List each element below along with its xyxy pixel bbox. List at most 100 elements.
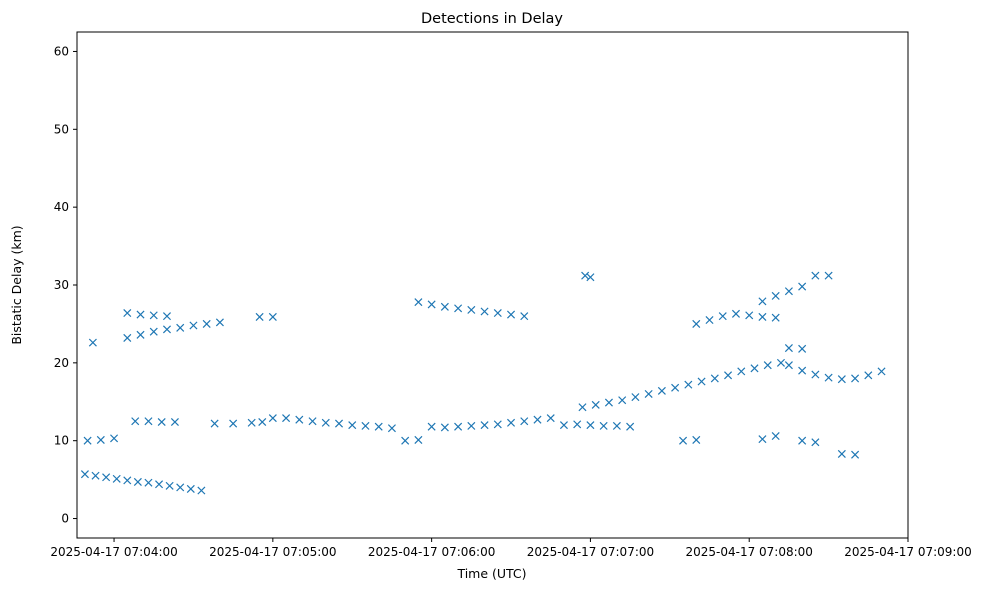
detection-point xyxy=(454,422,463,431)
data-points xyxy=(80,271,886,495)
detection-point xyxy=(197,486,206,495)
detection-point xyxy=(824,373,833,382)
detection-point xyxy=(308,417,317,426)
detection-point xyxy=(440,423,449,432)
detection-point xyxy=(258,417,267,427)
detection-point xyxy=(758,435,767,444)
y-tick-label: 20 xyxy=(54,356,69,370)
detection-point xyxy=(374,422,383,431)
y-tick-label: 30 xyxy=(54,278,69,292)
detection-point xyxy=(612,421,621,430)
detection-point xyxy=(877,367,886,376)
detection-point xyxy=(170,417,179,427)
detection-point xyxy=(268,414,277,423)
detection-point xyxy=(440,302,449,311)
x-tick-label: 2025-04-17 07:06:00 xyxy=(368,545,495,559)
detection-point xyxy=(618,396,627,405)
detection-point xyxy=(176,483,185,492)
detection-point xyxy=(133,477,142,486)
detection-point xyxy=(144,478,153,487)
detection-point xyxy=(798,344,807,353)
x-axis-label: Time (UTC) xyxy=(456,566,526,581)
detection-point xyxy=(157,417,166,427)
detection-point xyxy=(851,450,860,459)
detection-point xyxy=(123,333,132,342)
detection-point xyxy=(710,374,719,383)
detection-point xyxy=(533,415,542,424)
detection-point xyxy=(750,364,759,373)
detection-point xyxy=(155,480,164,489)
detection-point xyxy=(144,417,153,426)
detection-point xyxy=(96,435,105,444)
detection-point xyxy=(215,318,224,327)
x-tick-label: 2025-04-17 07:04:00 xyxy=(50,545,177,559)
detection-point xyxy=(255,312,264,321)
detection-point xyxy=(247,418,256,427)
detection-point xyxy=(361,421,370,430)
detection-point xyxy=(334,419,344,428)
detection-point xyxy=(684,380,693,389)
detection-point xyxy=(811,438,820,447)
detection-point xyxy=(186,484,195,493)
detection-point xyxy=(202,319,211,328)
detection-point xyxy=(80,470,89,479)
detection-point xyxy=(811,370,820,379)
detection-point xyxy=(467,305,476,314)
detection-point xyxy=(83,436,92,445)
detection-point xyxy=(149,311,158,320)
detection-point xyxy=(110,434,119,443)
detection-point xyxy=(136,310,145,319)
detection-point xyxy=(507,418,516,427)
detection-point xyxy=(321,418,330,427)
detection-point xyxy=(131,417,140,426)
detection-point xyxy=(493,309,502,318)
detection-point xyxy=(837,375,846,384)
detection-point xyxy=(657,386,666,395)
detection-point xyxy=(798,282,807,291)
y-tick-label: 40 xyxy=(54,200,69,214)
detection-point xyxy=(776,358,785,367)
detection-point xyxy=(427,300,436,309)
detection-point xyxy=(176,323,185,332)
detection-point xyxy=(763,361,772,370)
detection-point xyxy=(295,415,304,424)
x-tick-label: 2025-04-17 07:07:00 xyxy=(527,545,654,559)
detection-point xyxy=(210,419,219,428)
detection-point xyxy=(88,338,97,347)
detection-point xyxy=(573,420,582,429)
detection-point xyxy=(149,327,158,336)
x-axis: 2025-04-17 07:04:00 2025-04-17 07:05:00 20… xyxy=(50,538,972,559)
detection-point xyxy=(724,371,733,380)
detection-point xyxy=(123,309,132,318)
detection-point xyxy=(520,417,529,426)
y-tick-label: 0 xyxy=(61,512,69,526)
y-tick-label: 50 xyxy=(54,122,69,136)
detection-point xyxy=(599,421,608,430)
detection-point xyxy=(705,316,714,325)
detection-point xyxy=(718,312,727,321)
x-tick-label: 2025-04-17 07:05:00 xyxy=(209,545,336,559)
detection-point xyxy=(586,421,595,430)
detection-point xyxy=(692,319,701,328)
detection-point xyxy=(798,436,807,445)
detection-point xyxy=(692,435,701,444)
detection-point xyxy=(784,344,793,353)
detection-point xyxy=(123,476,132,485)
detection-point xyxy=(784,361,793,370)
detection-point xyxy=(480,421,489,430)
detection-point xyxy=(136,330,145,339)
detection-point xyxy=(771,291,780,300)
detection-point xyxy=(91,471,100,480)
detection-point xyxy=(348,421,357,430)
detection-point xyxy=(189,321,198,330)
detection-point xyxy=(507,310,516,319)
detection-point xyxy=(731,309,741,318)
detection-point xyxy=(811,271,820,280)
detection-point xyxy=(737,367,746,376)
detection-point xyxy=(493,420,502,429)
detection-point xyxy=(697,377,706,386)
detection-point xyxy=(480,307,489,316)
detection-point xyxy=(864,371,873,380)
y-tick-label: 10 xyxy=(54,434,69,448)
